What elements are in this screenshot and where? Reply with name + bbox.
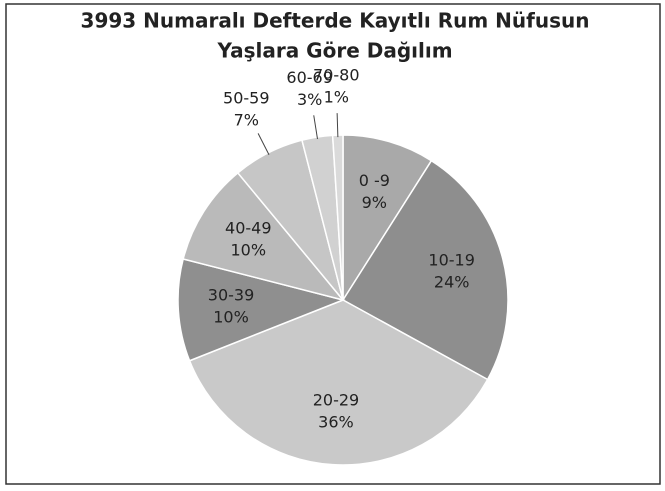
- slice-value-label: 24%: [434, 273, 470, 292]
- slice-value-label: 1%: [324, 88, 349, 107]
- chart-title: 3993 Numaralı Defterde Kayıtlı Rum Nüfus…: [81, 9, 590, 33]
- slice-label: 60-69: [286, 68, 333, 87]
- slice-value-label: 10%: [230, 240, 266, 259]
- leader-line: [257, 133, 270, 155]
- pie-slice: [182, 171, 346, 302]
- leader-line: [313, 115, 318, 140]
- leader-line: [336, 113, 339, 138]
- slice-value-label: 36%: [318, 412, 354, 431]
- slice-label: 40-49: [225, 218, 272, 237]
- slice-value-label: 3%: [297, 90, 322, 109]
- pie-slice: [177, 258, 346, 362]
- pie-slice: [341, 159, 509, 381]
- slice-value-label: 9%: [362, 193, 387, 212]
- slice-value-label: 7%: [234, 111, 259, 130]
- slice-value-label: 10%: [213, 308, 249, 327]
- pie-slice: [188, 299, 489, 466]
- chart-title: Yaşlara Göre Dağılım: [216, 39, 452, 63]
- pie-slice: [342, 134, 433, 303]
- slice-label: 0 -9: [359, 171, 390, 190]
- slice-label: 10-19: [428, 251, 475, 270]
- slice-label: 30-39: [208, 286, 255, 305]
- slice-label: 20-29: [313, 390, 360, 409]
- slice-label: 70-80: [313, 66, 360, 85]
- slice-label: 50-59: [223, 89, 270, 108]
